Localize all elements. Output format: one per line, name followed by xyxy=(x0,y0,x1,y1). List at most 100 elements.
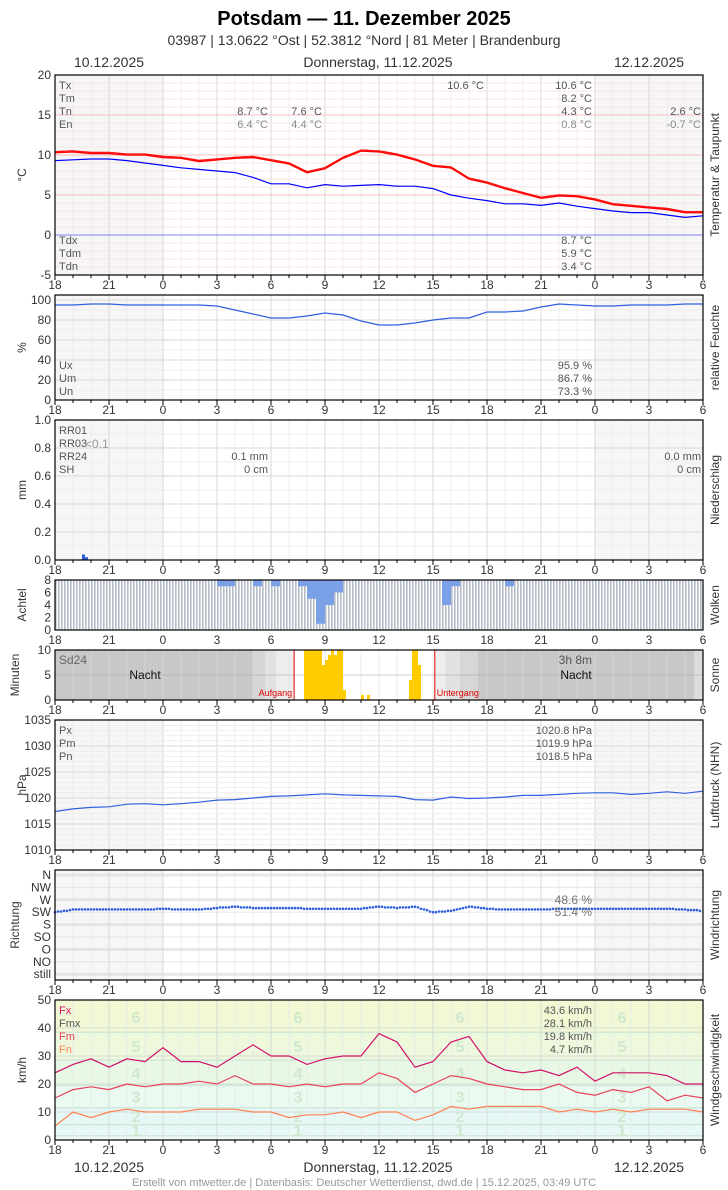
wind-direction-dot xyxy=(635,907,639,911)
stat-value: 0.8 °C xyxy=(561,119,592,131)
plot-frame xyxy=(54,74,704,276)
cloud-stripe xyxy=(604,580,606,630)
cloud-stripe xyxy=(70,580,72,630)
cloud-stripe xyxy=(637,580,639,630)
cloud-stripe xyxy=(109,580,111,630)
cloud-stripe xyxy=(682,580,684,630)
wind-direction-dot xyxy=(416,906,420,909)
cloud-stripe xyxy=(649,580,651,630)
y-tick-label: 8 xyxy=(44,573,51,587)
cloud-stripe xyxy=(184,580,186,630)
beaufort-number: 2 xyxy=(618,1109,627,1126)
wind-direction-dot xyxy=(431,910,435,914)
stat-label: Px xyxy=(59,725,72,737)
cloud-stripe xyxy=(388,580,390,630)
wind-direction-dot xyxy=(563,907,567,911)
y-tick-label: 50 xyxy=(38,993,52,1007)
cloud-stripe xyxy=(343,580,345,630)
cloud-stripe xyxy=(214,580,216,630)
x-tick-label: 0 xyxy=(160,403,167,417)
wind-direction-dot xyxy=(200,908,204,911)
cloud-stripe xyxy=(697,580,699,630)
x-tick-label: 0 xyxy=(592,983,599,997)
wind-direction-dot xyxy=(506,908,510,911)
wind-direction-dot xyxy=(230,905,234,908)
cloud-stripe xyxy=(523,580,525,630)
y-tick-label: 0 xyxy=(44,1133,51,1147)
cloud-stripe xyxy=(310,580,312,630)
cloud-stripe xyxy=(127,580,129,630)
cloud-stripe xyxy=(187,580,189,630)
wind-direction-dot xyxy=(56,910,60,913)
cloud-stripe xyxy=(379,580,381,630)
cloud-stripe xyxy=(355,580,357,630)
stat-value: 2.6 °C xyxy=(670,106,701,118)
date-label-bottom: Donnerstag, 11.12.2025 xyxy=(303,1159,452,1175)
y-tick-label: O xyxy=(42,942,51,956)
beaufort-number: 3 xyxy=(456,1090,465,1107)
cloud-stripe xyxy=(610,580,612,630)
cloud-stripe xyxy=(304,580,306,630)
wind-direction-dot xyxy=(116,908,120,911)
cloud-stripe xyxy=(538,580,540,630)
cloud-stripe xyxy=(61,580,63,630)
cloud-gap-bar xyxy=(442,580,451,605)
cloud-stripe xyxy=(235,580,237,630)
wind-direction-dot xyxy=(311,907,315,911)
wind-direction-dot xyxy=(440,910,444,913)
wind-gust-line xyxy=(54,1032,703,1085)
cloud-stripe xyxy=(505,580,507,630)
cloud-stripe xyxy=(79,580,81,630)
cloud-stripe xyxy=(628,580,630,630)
x-tick-label: 18 xyxy=(48,1143,62,1157)
cloud-stripe xyxy=(253,580,255,630)
cloud-stripe xyxy=(583,580,585,630)
cloud-stripe xyxy=(439,580,441,630)
x-tick-label: 3 xyxy=(646,983,653,997)
x-tick-label: 6 xyxy=(268,703,275,717)
y-tick-label: 1030 xyxy=(24,739,51,753)
stat-label: Pn xyxy=(59,751,72,763)
wind-direction-dot xyxy=(689,908,693,912)
wind-direction-dot xyxy=(368,906,372,909)
cloud-stripe xyxy=(589,580,591,630)
x-tick-label: 6 xyxy=(268,563,275,577)
cloud-stripe xyxy=(256,580,258,630)
cloud-stripe xyxy=(163,580,165,630)
y-tick-label: 40 xyxy=(38,1021,52,1035)
wind-direction-dot xyxy=(686,908,690,912)
cloud-stripe xyxy=(145,580,147,630)
y-tick-label: SW xyxy=(32,905,52,919)
wind-direction-dot xyxy=(71,908,75,911)
cloud-stripe xyxy=(493,580,495,630)
wind-direction-dot xyxy=(395,906,399,910)
cloud-stripe xyxy=(478,580,480,630)
wind-direction-dot xyxy=(158,907,162,911)
cloud-stripe xyxy=(151,580,153,630)
wind-direction-dot xyxy=(413,905,417,908)
cloud-stripe xyxy=(154,580,156,630)
plot-frame xyxy=(54,719,704,851)
cloud-stripe xyxy=(199,580,201,630)
y-tick-label: 1020 xyxy=(24,791,51,805)
panel-side-label: Luftdruck (NHN) xyxy=(708,742,722,829)
x-tick-label: 18 xyxy=(480,403,494,417)
cloud-stripe xyxy=(415,580,417,630)
wind-direction-dot xyxy=(155,907,159,911)
wind-direction-dot xyxy=(560,907,564,911)
panel-side-label: Temperatur & Taupunkt xyxy=(708,112,722,237)
stat-label: Tdx xyxy=(59,235,78,247)
wind-direction-dot xyxy=(167,907,171,911)
cloud-stripe xyxy=(607,580,609,630)
x-tick-label: 9 xyxy=(322,563,329,577)
wind-direction-dot xyxy=(437,910,441,913)
x-tick-label: 0 xyxy=(592,403,599,417)
beaufort-number: 5 xyxy=(294,1039,303,1056)
panel-hum xyxy=(54,295,704,405)
cloud-stripe xyxy=(685,580,687,630)
cloud-stripe xyxy=(613,580,615,630)
wind-direction-dot xyxy=(590,907,594,911)
sunshine-bar xyxy=(328,655,331,700)
x-tick-label: 12 xyxy=(372,853,386,867)
